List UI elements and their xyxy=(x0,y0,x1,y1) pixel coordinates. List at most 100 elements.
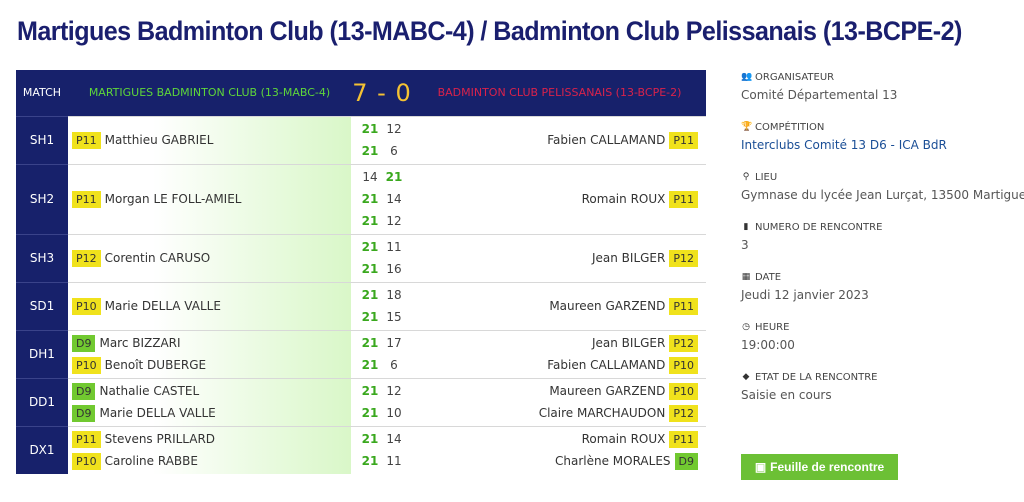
away-players: Romain ROUX P11 Charlène MORALES D9 xyxy=(413,425,706,474)
away-set-score: 15 xyxy=(386,310,402,324)
rank-badge: P11 xyxy=(669,297,698,315)
match-type: SH1 xyxy=(16,115,68,164)
info-block: ⚲ LIEU Gymnase du lycée Jean Lurçat, 13500… xyxy=(741,170,1024,203)
away-players: Maureen GARZEND P10 Claire MARCHAUDON P12 xyxy=(413,377,706,426)
info-label: 👥 ORGANISATEUR xyxy=(741,70,1021,84)
player-name[interactable]: Jean BILGER xyxy=(591,251,666,265)
total-score: 7 - 0 xyxy=(352,78,412,107)
player-name[interactable]: Claire MARCHAUDON xyxy=(538,406,666,420)
player-name[interactable]: Marc BIZZARI xyxy=(99,336,181,350)
calendar-icon: ▦ xyxy=(741,272,751,282)
set-scores: 21 12 21 6 xyxy=(351,115,413,164)
home-player[interactable]: P12 Corentin CARUSO xyxy=(68,247,351,269)
match-row: DD1 D9 Nathalie CASTEL D9 Marie DELLA VALLE 2… xyxy=(16,377,706,426)
home-player[interactable]: P10 Marie DELLA VALLE xyxy=(68,295,351,317)
player-name[interactable]: Maureen GARZEND xyxy=(549,299,666,313)
away-player[interactable]: Romain ROUX P11 xyxy=(413,428,702,450)
set-score: 21 18 xyxy=(351,284,413,306)
info-label-text: DATE xyxy=(755,271,782,283)
home-player[interactable]: D9 Marc BIZZARI xyxy=(68,332,351,354)
rank-badge: P10 xyxy=(72,297,101,315)
away-set-score: 14 xyxy=(386,432,402,447)
player-name[interactable]: Fabien CALLAMAND xyxy=(547,358,666,372)
away-set-score: 12 xyxy=(386,384,402,398)
set-score: 21 6 xyxy=(351,354,413,376)
home-player[interactable]: P11 Stevens PRILLARD xyxy=(68,428,351,450)
info-value: Jeudi 12 janvier 2023 xyxy=(741,288,869,302)
player-name[interactable]: Morgan LE FOLL-AMIEL xyxy=(104,192,242,206)
away-player[interactable]: Maureen GARZEND P10 xyxy=(413,380,702,402)
player-name[interactable]: Matthieu GABRIEL xyxy=(104,133,214,147)
rank-badge: P11 xyxy=(72,131,101,149)
info-label-text: LIEU xyxy=(755,171,778,183)
set-scores: 21 12 21 10 xyxy=(351,377,413,426)
home-player[interactable]: P10 Caroline RABBE xyxy=(68,450,351,472)
away-set-score: 21 xyxy=(385,170,403,184)
player-name[interactable]: Corentin CARUSO xyxy=(104,251,211,265)
home-player[interactable]: D9 Nathalie CASTEL xyxy=(68,380,351,402)
info-value: 3 xyxy=(741,238,749,252)
info-block: 🏆 COMPÉTITION Interclubs Comité 13 D6 - IC… xyxy=(741,120,1021,153)
away-set-score: 6 xyxy=(390,144,398,158)
set-score: 21 12 xyxy=(351,118,413,140)
home-player[interactable]: P11 Morgan LE FOLL-AMIEL xyxy=(68,188,351,210)
player-name[interactable]: Benoît DUBERGE xyxy=(104,358,207,372)
info-label: ◷ HEURE xyxy=(741,320,1021,334)
player-name[interactable]: Caroline RABBE xyxy=(104,454,198,469)
info-block: ◷ HEURE 19:00:00 xyxy=(741,320,1021,353)
info-value[interactable]: Interclubs Comité 13 D6 - ICA BdR xyxy=(741,138,947,152)
rank-badge: P12 xyxy=(72,249,101,267)
player-name[interactable]: Fabien CALLAMAND xyxy=(547,133,666,147)
trophy-icon: 🏆 xyxy=(741,122,753,132)
home-player[interactable]: D9 Marie DELLA VALLE xyxy=(68,402,351,424)
match-type: SH2 xyxy=(16,163,68,234)
player-name[interactable]: Marie DELLA VALLE xyxy=(99,406,216,420)
match-type: SH3 xyxy=(16,233,68,282)
away-player[interactable]: Jean BILGER P12 xyxy=(413,332,702,354)
away-set-score: 16 xyxy=(386,262,402,276)
away-player[interactable]: Jean BILGER P12 xyxy=(413,247,702,269)
rank-badge: P12 xyxy=(669,334,698,352)
info-label: ▮ NUMERO DE RENCONTRE xyxy=(741,220,1021,234)
home-set-score: 21 xyxy=(361,262,379,276)
info-label: ▦ DATE xyxy=(741,270,1021,284)
away-players: Fabien CALLAMAND P11 xyxy=(413,115,706,164)
match-row: SH1 P11 Matthieu GABRIEL 21 12 21 6 Fabien CALL… xyxy=(16,115,706,164)
match-sheet-button[interactable]: ▣ Feuille de rencontre xyxy=(741,454,898,480)
home-player[interactable]: P11 Matthieu GABRIEL xyxy=(68,129,351,151)
player-name[interactable]: Marie DELLA VALLE xyxy=(104,299,221,313)
away-player[interactable]: Claire MARCHAUDON P12 xyxy=(413,402,702,424)
rank-badge: D9 xyxy=(72,382,96,400)
away-team-name[interactable]: BADMINTON CLUB PELISSANAIS (13-BCPE-2) xyxy=(437,86,682,100)
set-score: 21 12 xyxy=(351,210,413,232)
player-name[interactable]: Romain ROUX xyxy=(581,432,666,447)
rank-badge: P12 xyxy=(669,404,698,422)
set-score: 21 14 xyxy=(351,428,413,450)
home-team-name[interactable]: MARTIGUES BADMINTON CLUB (13-MABC-4) xyxy=(88,86,331,100)
player-name[interactable]: Charlène MORALES xyxy=(554,454,671,469)
away-player[interactable]: Charlène MORALES D9 xyxy=(413,450,702,472)
away-player[interactable]: Maureen GARZEND P11 xyxy=(413,295,702,317)
users-icon: 👥 xyxy=(741,72,753,82)
player-name[interactable]: Jean BILGER xyxy=(591,336,666,350)
map-marker-icon: ⚲ xyxy=(742,172,750,182)
player-name[interactable]: Stevens PRILLARD xyxy=(104,432,216,447)
away-players: Jean BILGER P12 xyxy=(413,233,706,282)
home-set-score: 21 xyxy=(361,310,379,324)
home-set-score: 21 xyxy=(361,288,379,302)
away-player[interactable]: Fabien CALLAMAND P10 xyxy=(413,354,702,376)
info-label-text: HEURE xyxy=(755,321,790,333)
info-block: ▦ DATE Jeudi 12 janvier 2023 xyxy=(741,270,1021,303)
away-set-score: 12 xyxy=(386,122,402,136)
rank-badge: P12 xyxy=(669,249,698,267)
player-name[interactable]: Maureen GARZEND xyxy=(549,384,666,398)
player-name[interactable]: Romain ROUX xyxy=(581,192,666,206)
rank-badge: P11 xyxy=(669,131,698,149)
away-player[interactable]: Romain ROUX P11 xyxy=(413,188,702,210)
home-player[interactable]: P10 Benoît DUBERGE xyxy=(68,354,351,376)
info-label: 🏆 COMPÉTITION xyxy=(741,120,1021,134)
home-set-score: 21 xyxy=(361,122,379,136)
home-set-score: 21 xyxy=(361,406,379,420)
player-name[interactable]: Nathalie CASTEL xyxy=(99,384,200,398)
away-player[interactable]: Fabien CALLAMAND P11 xyxy=(413,129,702,151)
